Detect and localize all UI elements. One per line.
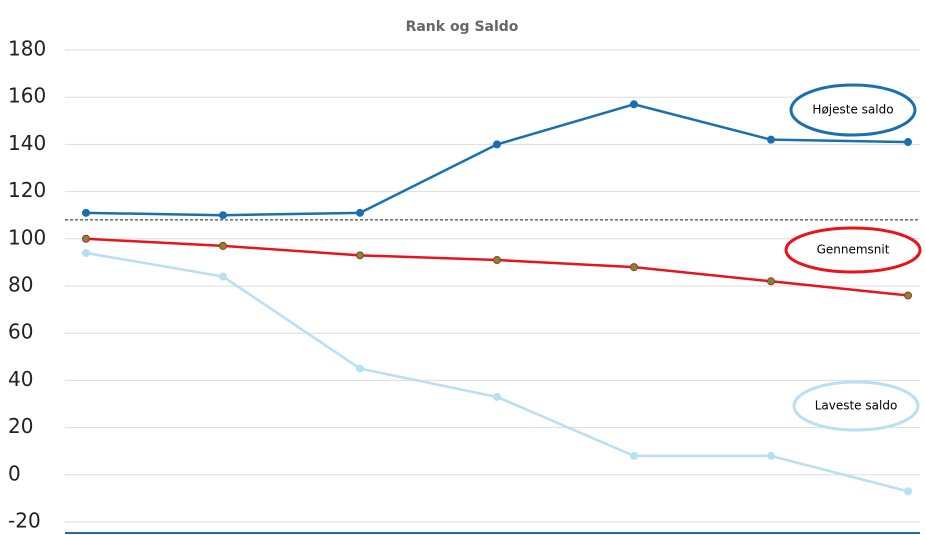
data-point	[493, 140, 501, 149]
data-point	[767, 451, 775, 460]
y-tick-label: 120	[8, 178, 46, 202]
data-point	[493, 256, 501, 265]
data-point	[630, 451, 638, 460]
y-tick-label: 80	[8, 273, 33, 297]
data-point	[904, 138, 912, 147]
series-line	[85, 251, 909, 493]
data-point	[356, 364, 364, 373]
y-tick-label: 100	[8, 225, 46, 249]
y-tick-label: 180	[8, 37, 46, 61]
data-point	[219, 241, 227, 250]
data-point	[767, 135, 775, 144]
chart-title: Rank og Saldo	[406, 19, 519, 35]
data-point	[493, 392, 501, 401]
y-tick-label: 60	[8, 320, 33, 344]
data-point	[219, 211, 227, 220]
y-tick-label: 160	[8, 84, 46, 108]
legend-label: Laveste saldo	[815, 399, 898, 413]
data-point	[630, 263, 638, 272]
series-line	[85, 237, 909, 297]
data-point	[904, 487, 912, 496]
data-point	[630, 100, 638, 109]
y-tick-label: 40	[8, 367, 33, 391]
data-point	[82, 248, 90, 257]
y-tick-label: 20	[8, 414, 33, 438]
legend-ellipse	[792, 380, 920, 432]
legend-ellipse	[789, 83, 917, 137]
data-point	[767, 277, 775, 286]
y-tick-label: 0	[8, 461, 21, 485]
data-point	[82, 208, 90, 217]
data-point	[904, 291, 912, 300]
series-line	[85, 102, 909, 217]
y-tick-label: -20	[8, 509, 41, 533]
y-tick-label: 140	[8, 131, 46, 155]
data-point	[356, 251, 364, 260]
data-point	[82, 234, 90, 243]
data-point	[219, 272, 227, 281]
legend-ellipse	[784, 226, 922, 274]
legend-label: Højeste saldo	[812, 103, 893, 117]
data-point	[356, 208, 364, 217]
legend-label: Gennemsnit	[817, 243, 890, 257]
